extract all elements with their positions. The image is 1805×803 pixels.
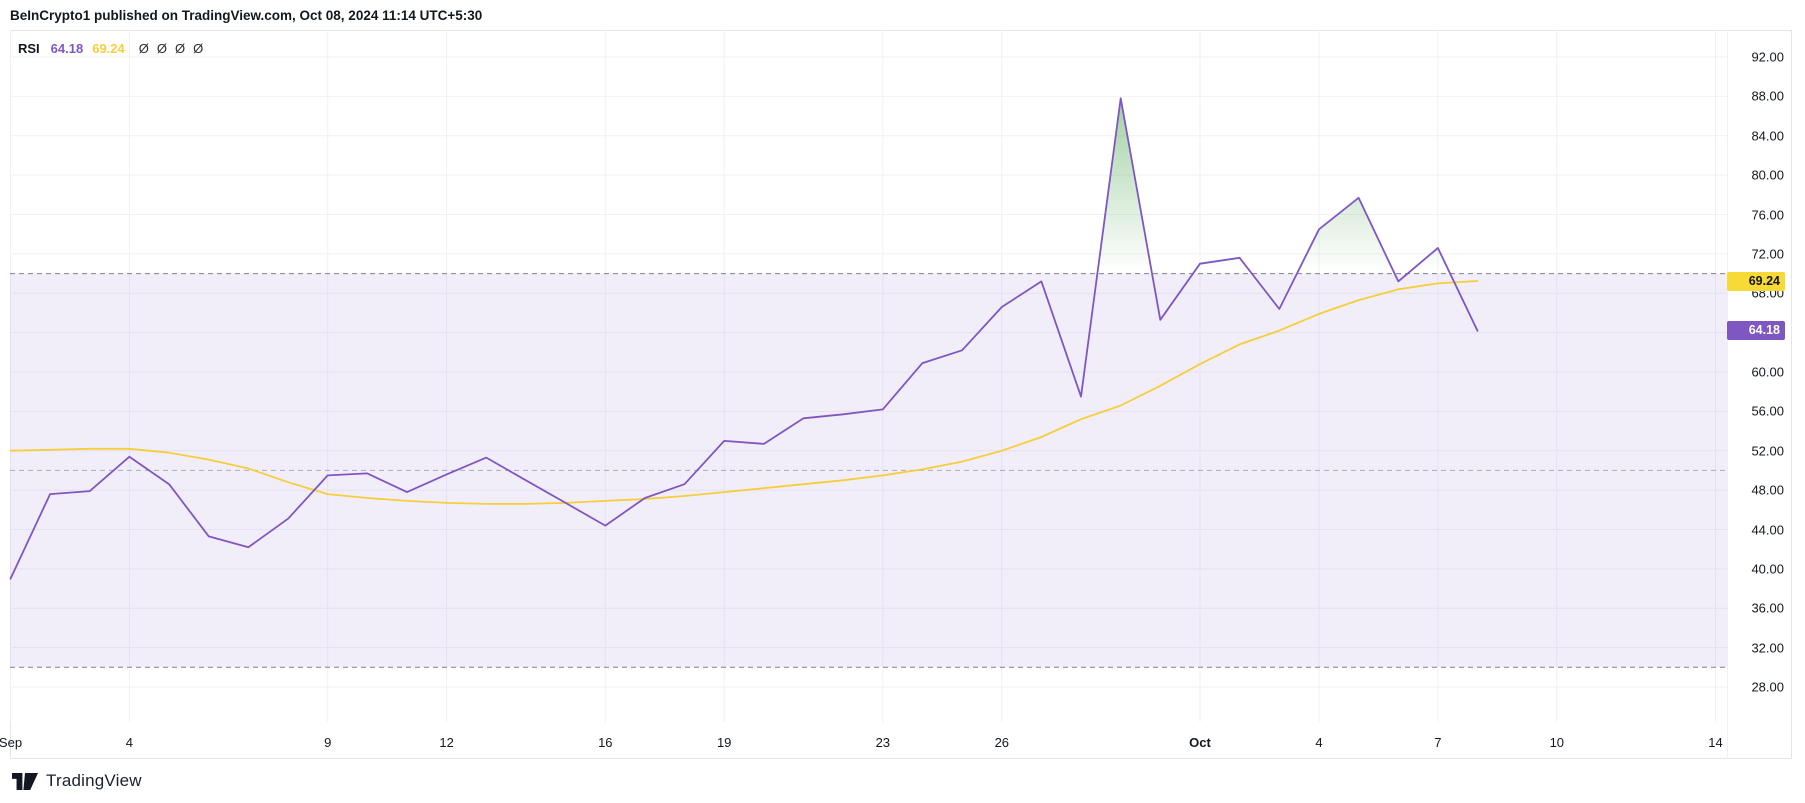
time-tick-label: 19 [716, 735, 732, 750]
tradingview-logo-icon [12, 772, 38, 790]
time-tick-label: 16 [598, 735, 613, 750]
price-tick-label: 44.00 [1751, 522, 1784, 537]
ma-value-badge: 69.24 [1727, 271, 1785, 291]
price-tick-label: 76.00 [1751, 207, 1784, 222]
price-tick-label: 88.00 [1751, 88, 1784, 104]
time-tick-label: 23 [875, 735, 891, 750]
price-tick-label: 48.00 [1751, 482, 1784, 498]
price-tick-label: 72.00 [1751, 246, 1784, 262]
tradingview-attribution[interactable]: TradingView [12, 771, 142, 791]
time-tick-label: 4 [125, 735, 134, 750]
indicator-legend: RSI 64.18 69.24 Ø Ø Ø Ø [18, 39, 211, 57]
time-tick-label: 10 [1549, 735, 1565, 750]
time-tick-label: 14 [1708, 735, 1723, 750]
legend-ma-value: 69.24 [92, 40, 125, 56]
price-tick-label: 92.00 [1751, 49, 1784, 65]
price-axis-separator [1727, 30, 1728, 759]
legend-placeholder-icon: Ø [175, 40, 186, 56]
legend-placeholder-icon: Ø [193, 40, 204, 56]
indicator-name: RSI [18, 40, 40, 56]
price-tick-label: 52.00 [1751, 443, 1784, 459]
time-tick-label: 12 [439, 735, 454, 750]
price-tick-label: 32.00 [1751, 640, 1784, 656]
price-tick-label: 80.00 [1751, 167, 1784, 183]
price-tick-label: 36.00 [1751, 600, 1784, 616]
price-tick-label: 60.00 [1751, 364, 1784, 380]
time-tick-label: Oct [1189, 735, 1211, 750]
price-tick-label: 84.00 [1751, 128, 1784, 144]
price-tick-label: 56.00 [1751, 403, 1784, 419]
price-tick-label: 40.00 [1751, 561, 1784, 577]
rsi-value-badge: 64.18 [1727, 321, 1785, 341]
time-tick-label: 26 [994, 735, 1010, 750]
legend-placeholder-icon: Ø [156, 40, 168, 56]
legend-rsi-value: 64.18 [50, 40, 84, 56]
time-tick-label: 4 [1315, 735, 1323, 750]
attribution-text: BeInCrypto1 published on TradingView.com… [10, 8, 483, 23]
time-tick-label: 9 [324, 735, 332, 750]
tradingview-brand-text: TradingView [46, 771, 142, 790]
chart-pane [10, 30, 1792, 759]
price-tick-label: 28.00 [1751, 679, 1784, 695]
time-tick-label: Sep [0, 735, 23, 750]
time-tick-label: 7 [1434, 735, 1442, 750]
legend-placeholder-icon: Ø [138, 40, 149, 56]
